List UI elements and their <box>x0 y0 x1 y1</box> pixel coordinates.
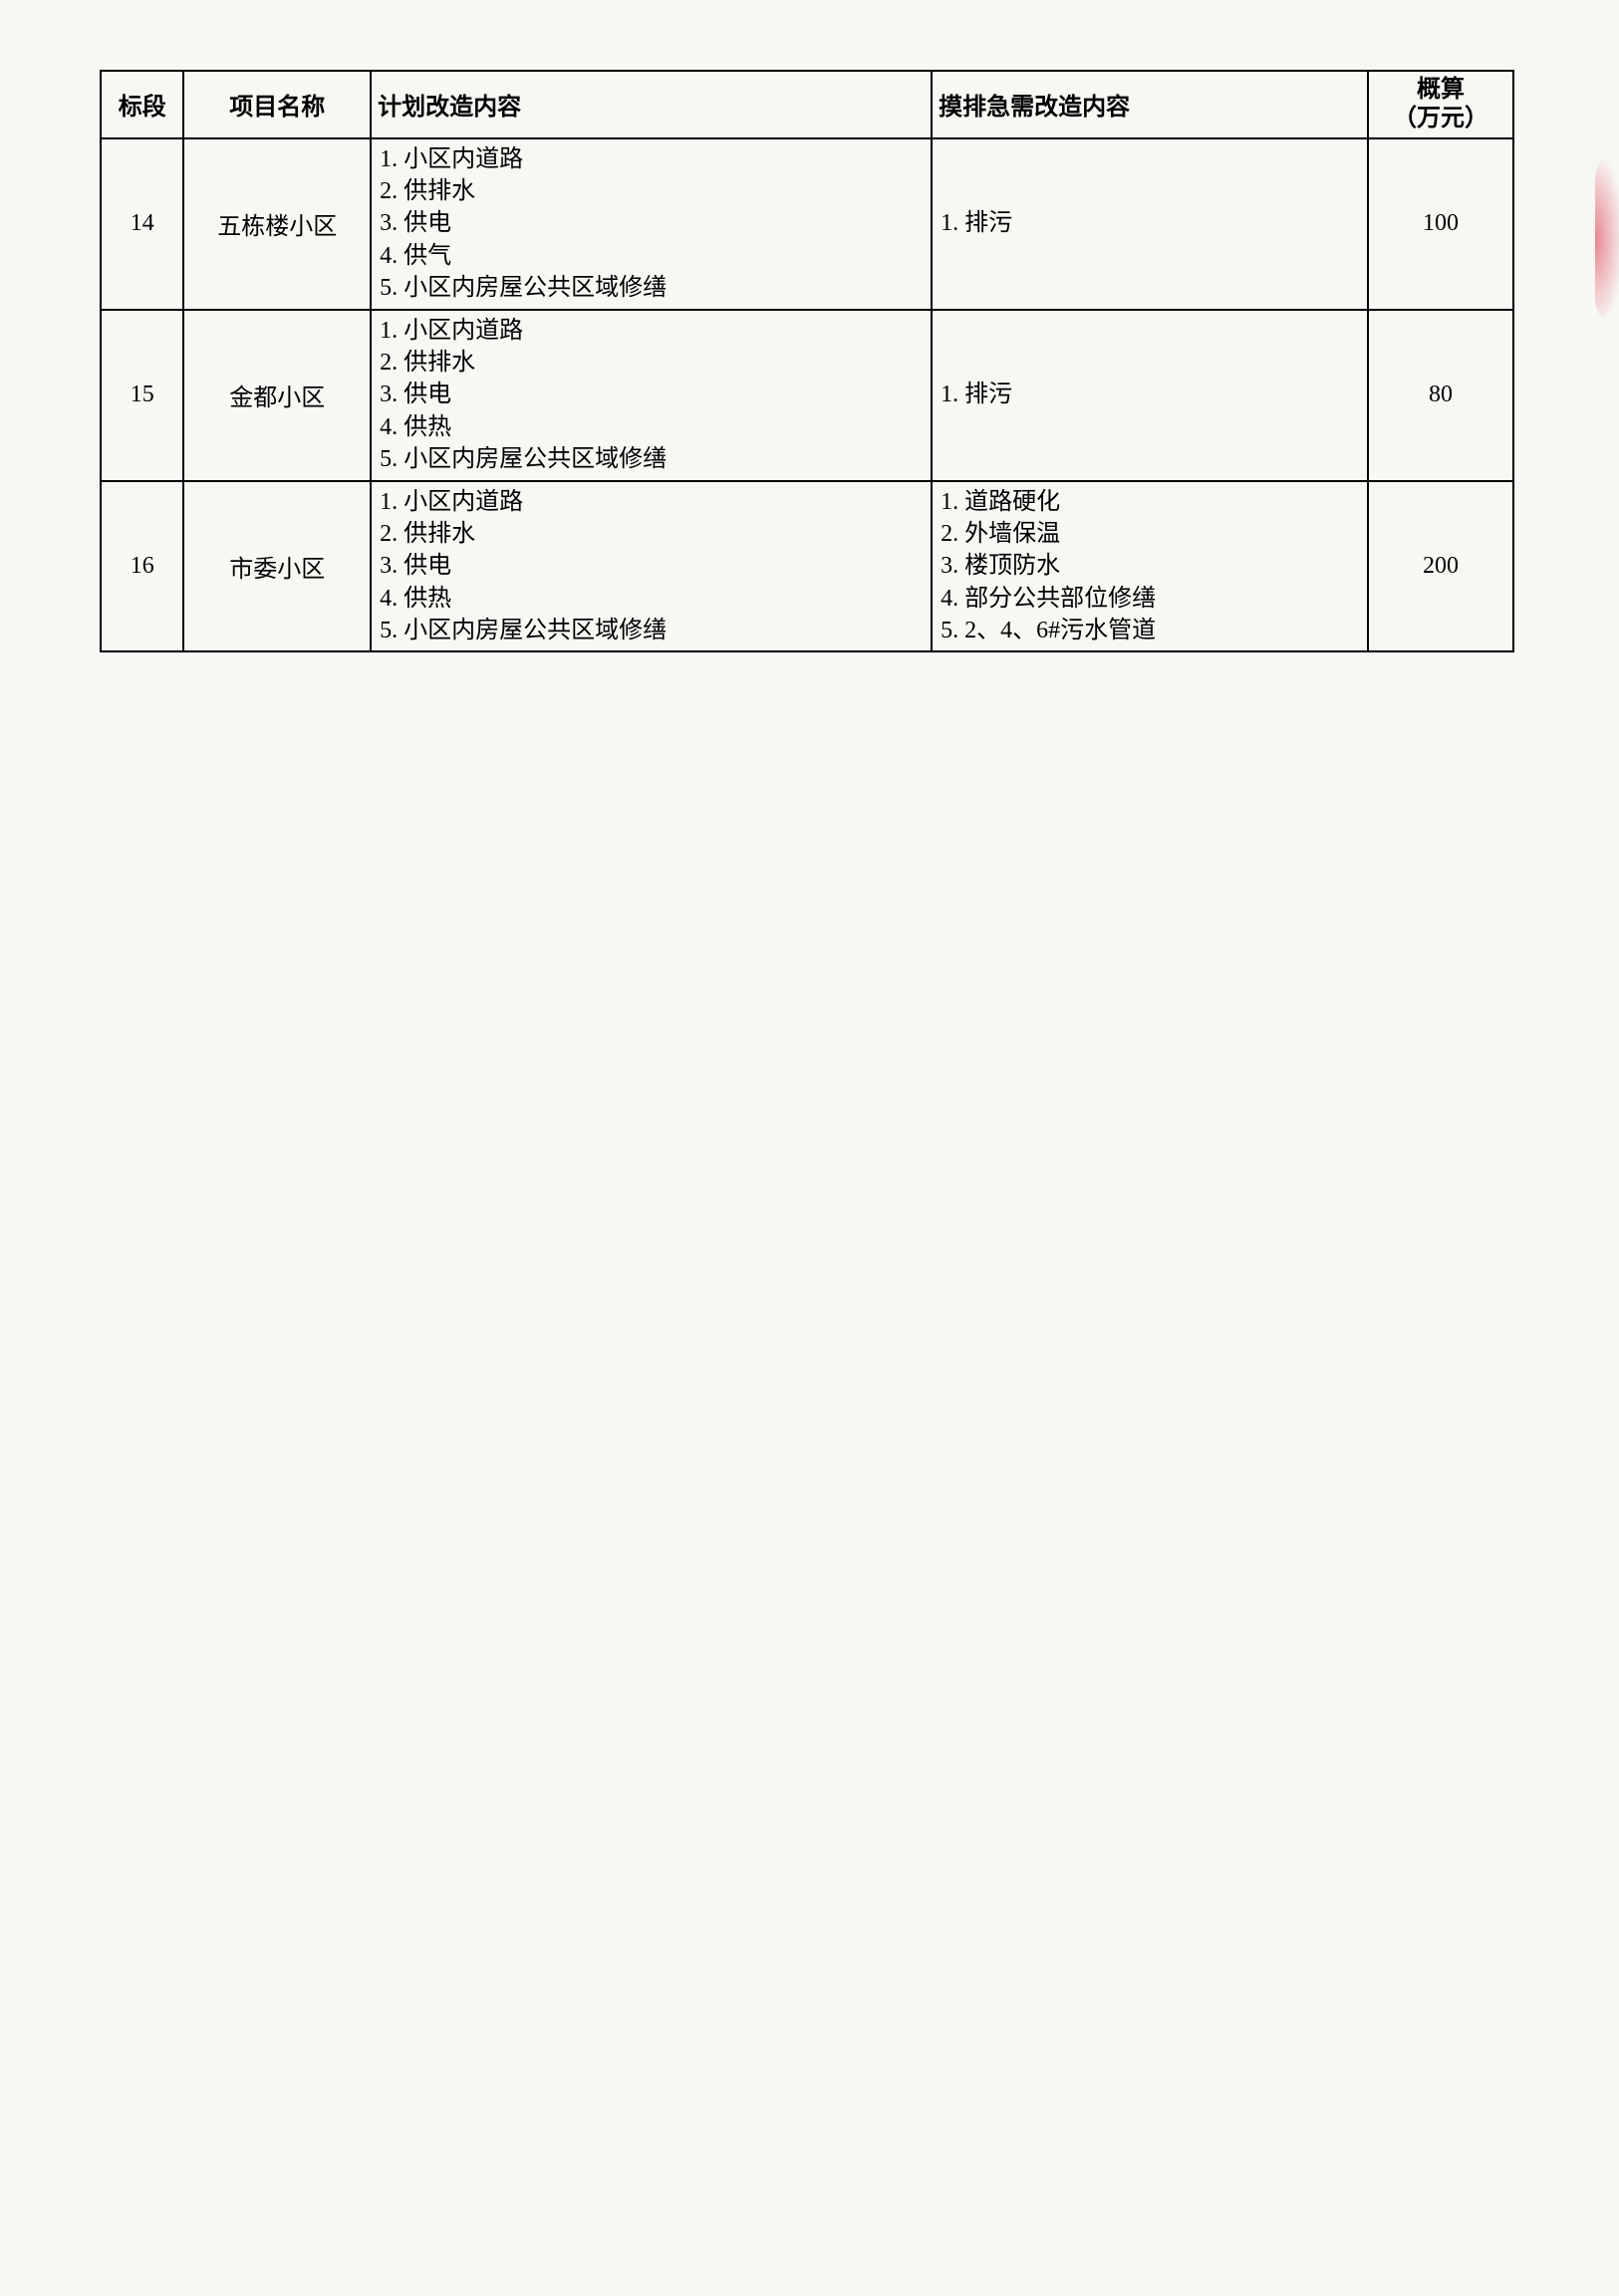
header-budget: 概算 （万元） <box>1368 71 1513 138</box>
table-row: 16 市委小区 1. 小区内道路 2. 供排水 3. 供电 4. 供热 5. 小… <box>101 481 1513 652</box>
renovation-table: 标段 项目名称 计划改造内容 摸排急需改造内容 概算 （万元） 14 五栋楼小区… <box>100 70 1514 652</box>
red-stamp-edge <box>1595 149 1619 329</box>
cell-plan: 1. 小区内道路 2. 供排水 3. 供电 4. 供热 5. 小区内房屋公共区域… <box>371 310 932 481</box>
cell-budget: 80 <box>1368 310 1513 481</box>
header-id: 标段 <box>101 71 183 138</box>
cell-plan: 1. 小区内道路 2. 供排水 3. 供电 4. 供气 5. 小区内房屋公共区域… <box>371 138 932 310</box>
table-row: 15 金都小区 1. 小区内道路 2. 供排水 3. 供电 4. 供热 5. 小… <box>101 310 1513 481</box>
header-plan: 计划改造内容 <box>371 71 932 138</box>
document-page: 标段 项目名称 计划改造内容 摸排急需改造内容 概算 （万元） 14 五栋楼小区… <box>100 70 1514 652</box>
cell-name: 五栋楼小区 <box>183 138 371 310</box>
cell-name: 金都小区 <box>183 310 371 481</box>
cell-budget: 200 <box>1368 481 1513 652</box>
table-header-row: 标段 项目名称 计划改造内容 摸排急需改造内容 概算 （万元） <box>101 71 1513 138</box>
cell-urgent: 1. 道路硬化 2. 外墙保温 3. 楼顶防水 4. 部分公共部位修缮 5. 2… <box>932 481 1368 652</box>
cell-id: 14 <box>101 138 183 310</box>
cell-urgent: 1. 排污 <box>932 310 1368 481</box>
cell-urgent: 1. 排污 <box>932 138 1368 310</box>
table-row: 14 五栋楼小区 1. 小区内道路 2. 供排水 3. 供电 4. 供气 5. … <box>101 138 1513 310</box>
cell-plan: 1. 小区内道路 2. 供排水 3. 供电 4. 供热 5. 小区内房屋公共区域… <box>371 481 932 652</box>
cell-budget: 100 <box>1368 138 1513 310</box>
header-name: 项目名称 <box>183 71 371 138</box>
cell-id: 15 <box>101 310 183 481</box>
cell-id: 16 <box>101 481 183 652</box>
cell-name: 市委小区 <box>183 481 371 652</box>
header-urgent: 摸排急需改造内容 <box>932 71 1368 138</box>
